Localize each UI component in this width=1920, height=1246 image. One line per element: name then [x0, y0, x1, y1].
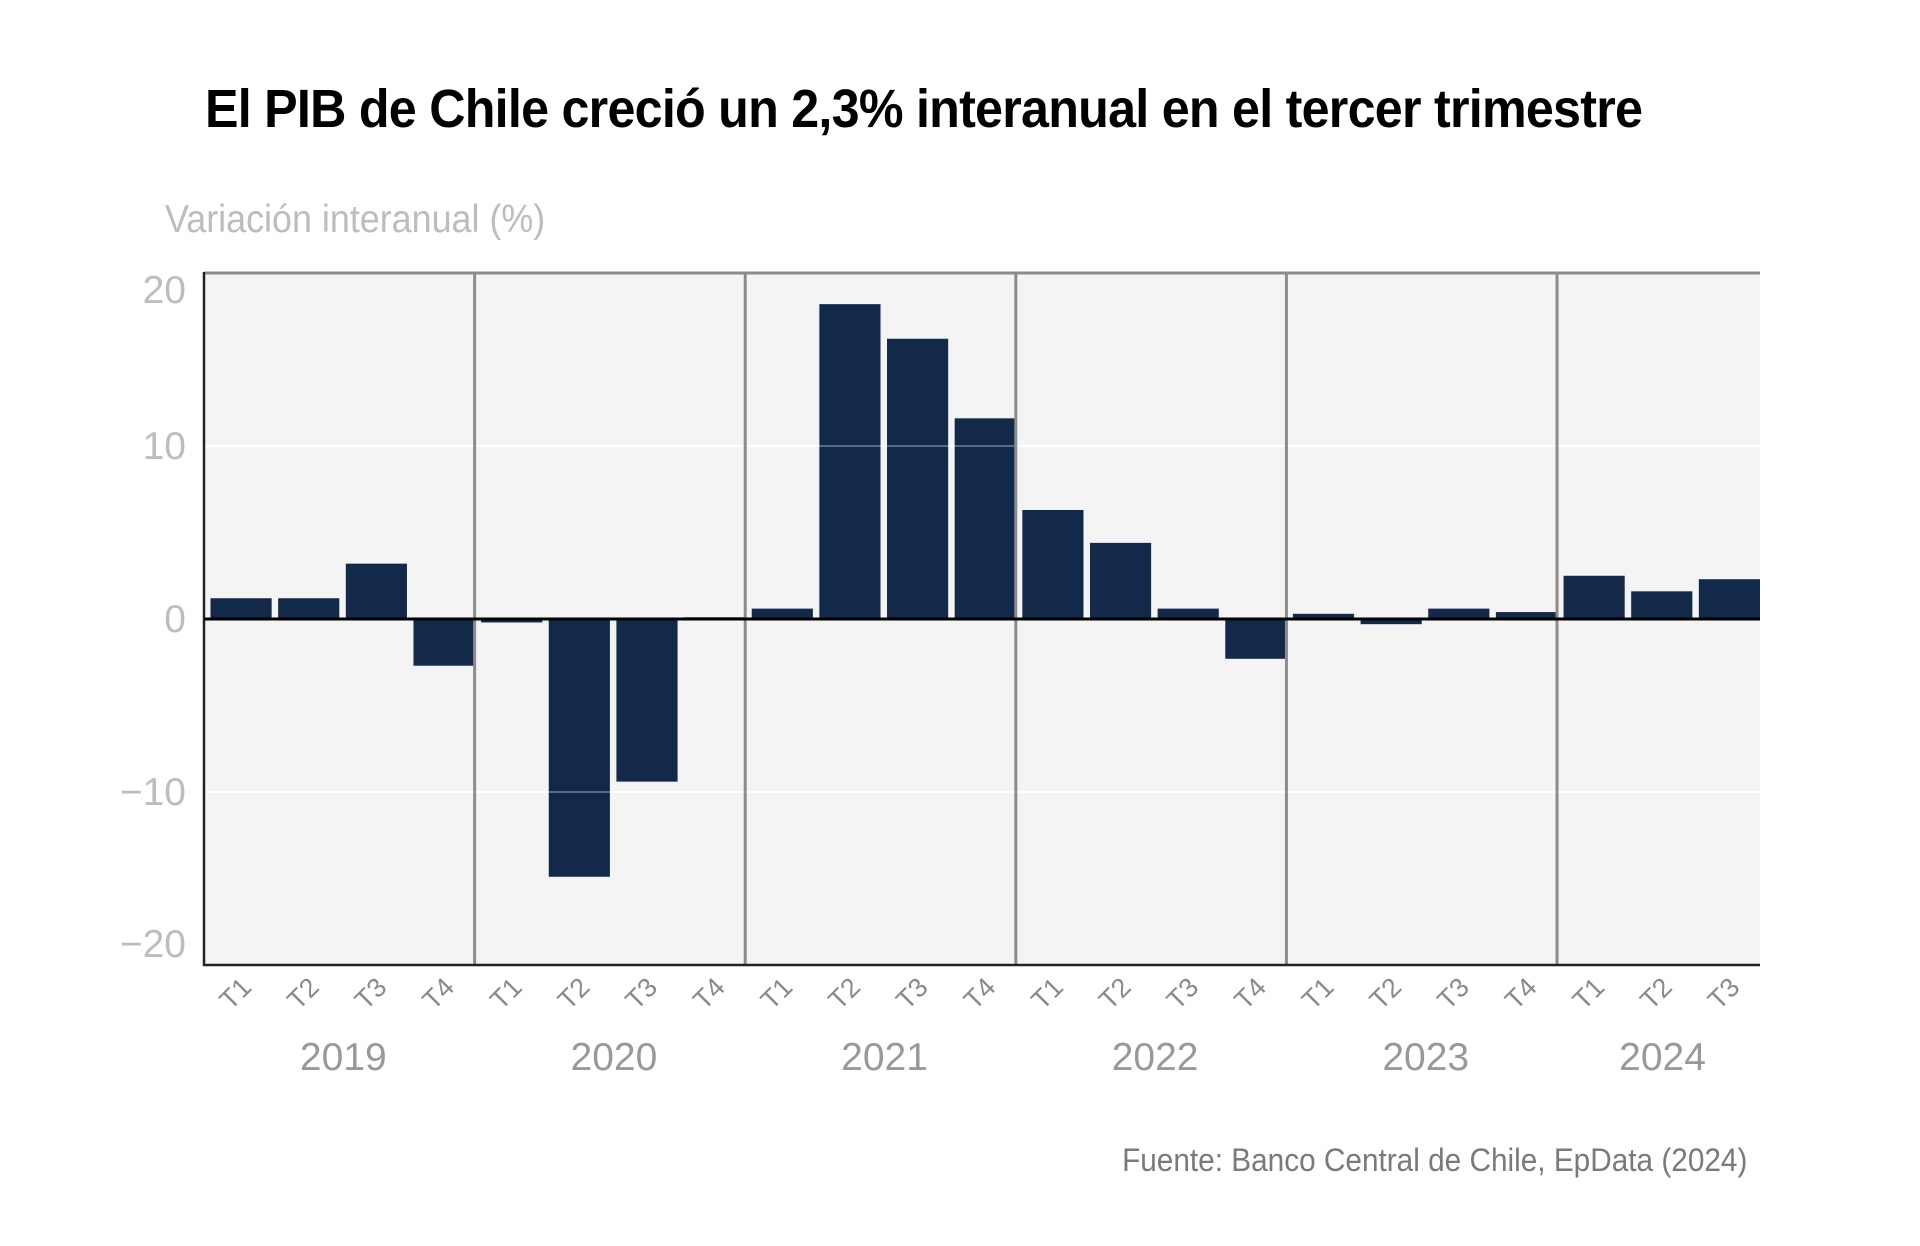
y-axis-label: Variación interanual (%): [165, 198, 546, 241]
bar-2020-T2: [548, 619, 610, 877]
x-tick-label: T1: [1296, 972, 1339, 1015]
y-tick-label: 10: [143, 425, 186, 468]
x-tick-label: T4: [687, 972, 730, 1015]
y-tick-label: −10: [120, 771, 186, 814]
x-tick-label: T3: [1702, 972, 1745, 1015]
bar-2023-T2: [1360, 619, 1422, 625]
x-tick-label: T1: [1026, 972, 1069, 1015]
x-tick-label: T1: [755, 972, 798, 1015]
x-tick-labels: T1 T2 T3 T4 T1 T2 T3 T4 T1 T2 T3 T4 T1 T2 T3 T4 T1 T2 T3 T4…: [214, 972, 1746, 1015]
bar-2022-T3: [1157, 608, 1219, 619]
bar-2021-T4: [954, 418, 1016, 619]
bar-2021-T2: [819, 304, 881, 619]
x-tick-label: T2: [823, 972, 866, 1015]
x-tick-label: T3: [1431, 972, 1474, 1015]
bar-2020-T3: [616, 619, 678, 782]
x-tick-label: T4: [1228, 972, 1271, 1015]
bar-2019-T4: [413, 619, 475, 666]
bar-2022-T4: [1225, 619, 1287, 659]
x-tick-label: T3: [1161, 972, 1204, 1015]
year-label: 2023: [1382, 1036, 1469, 1079]
x-tick-label: T1: [214, 972, 257, 1015]
x-tick-label: T3: [620, 972, 663, 1015]
y-tick-labels: 20 10 0 −10 −20: [120, 269, 186, 966]
y-tick-label: 0: [164, 598, 186, 641]
gridlines-overlay: [204, 445, 1760, 793]
x-tick-label: T2: [281, 972, 324, 1015]
x-tick-label: T4: [417, 972, 460, 1015]
year-label: 2022: [1112, 1036, 1199, 1079]
bar-2023-T4: [1495, 612, 1558, 619]
bar-2021-T1: [751, 608, 813, 619]
year-label: 2020: [571, 1036, 658, 1079]
x-tick-label: T2: [552, 972, 595, 1015]
x-tick-label: T2: [1634, 972, 1677, 1015]
bar-2024-T3: [1698, 579, 1760, 619]
year-label: 2024: [1619, 1036, 1706, 1079]
bar-2021-T3: [887, 338, 949, 619]
x-tick-label: T4: [1499, 972, 1542, 1015]
bar-2022-T1: [1022, 510, 1084, 619]
year-label: 2019: [300, 1036, 387, 1079]
x-tick-label: T1: [484, 972, 527, 1015]
bar-2023-T1: [1292, 613, 1355, 619]
bar-2023-T3: [1428, 608, 1490, 619]
x-tick-label: T3: [890, 972, 933, 1015]
year-label: 2021: [841, 1036, 928, 1079]
bars: [210, 304, 1760, 877]
year-labels: 2019 2020 2021 2022 2023 2024: [300, 1036, 1706, 1079]
bar-2024-T1: [1563, 575, 1625, 619]
source-note: Fuente: Banco Central de Chile, EpData (…: [1121, 1142, 1747, 1178]
bar-2019-T1: [210, 598, 272, 619]
bar-2019-T2: [278, 598, 340, 619]
x-tick-label: T1: [1567, 972, 1610, 1015]
y-tick-label: 20: [143, 269, 186, 312]
bar-2019-T3: [345, 563, 407, 619]
bar-2022-T2: [1089, 542, 1152, 619]
bar-2020-T1: [481, 619, 543, 623]
bar-2024-T2: [1631, 591, 1693, 619]
x-tick-label: T2: [1364, 972, 1407, 1015]
x-tick-label: T3: [349, 972, 392, 1015]
chart-title: El PIB de Chile creció un 2,3% interanua…: [205, 79, 1643, 139]
x-tick-label: T2: [1093, 972, 1136, 1015]
y-tick-label: −20: [120, 923, 186, 966]
x-tick-label: T4: [958, 972, 1001, 1015]
